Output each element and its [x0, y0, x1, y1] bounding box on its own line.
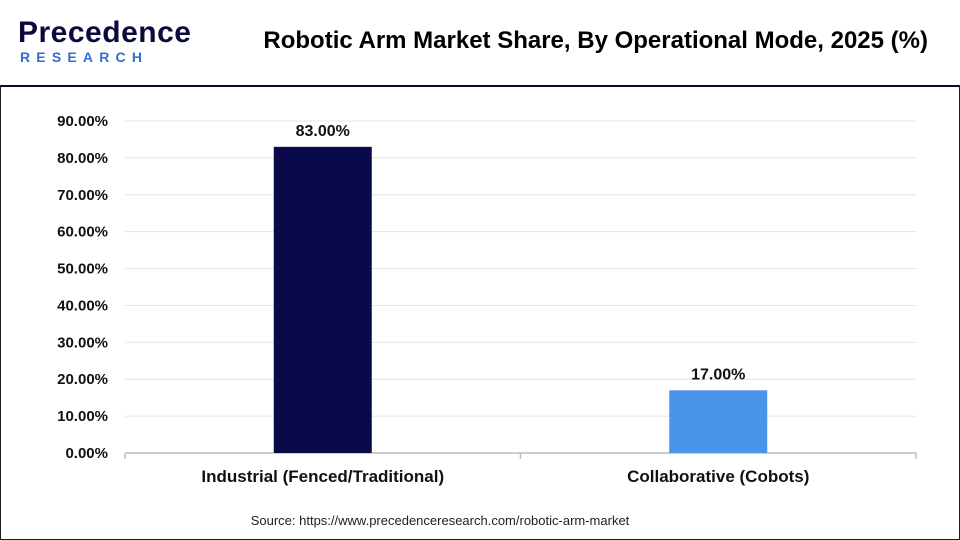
chart-title: Robotic Arm Market Share, By Operational… — [263, 27, 928, 54]
logo-wordmark: Precedence — [18, 16, 192, 49]
y-tick-label: 90.00% — [57, 113, 108, 130]
bar-chart: 0.00% 10.00% 20.00% 30.00% 40.00% 50.00% 60.00… — [57, 113, 917, 486]
brand-logo: Precedence RESEARCH — [18, 18, 191, 65]
y-tick-label: 0.00% — [65, 445, 108, 462]
header-divider — [0, 85, 960, 87]
y-tick-label: 10.00% — [57, 408, 108, 425]
header: Precedence RESEARCH Robotic Arm Market S… — [0, 0, 960, 87]
y-tick-label: 60.00% — [57, 224, 108, 241]
y-tick-label: 70.00% — [57, 187, 108, 204]
data-label: 83.00% — [296, 123, 350, 140]
logo-subtitle: RESEARCH — [20, 49, 149, 65]
source-note: Source: https://www.precedenceresearch.c… — [250, 513, 630, 528]
bar — [273, 146, 372, 454]
y-tick-label: 30.00% — [57, 334, 108, 351]
y-tick-label: 50.00% — [57, 261, 108, 278]
data-label: 17.00% — [691, 366, 745, 383]
x-tick-label: Industrial (Fenced/Traditional) — [201, 467, 444, 486]
y-tick-label: 20.00% — [57, 371, 108, 388]
y-tick-label: 80.00% — [57, 150, 108, 167]
y-tick-label: 40.00% — [57, 297, 108, 314]
bar — [669, 390, 768, 453]
x-tick-label: Collaborative (Cobots) — [627, 467, 809, 486]
